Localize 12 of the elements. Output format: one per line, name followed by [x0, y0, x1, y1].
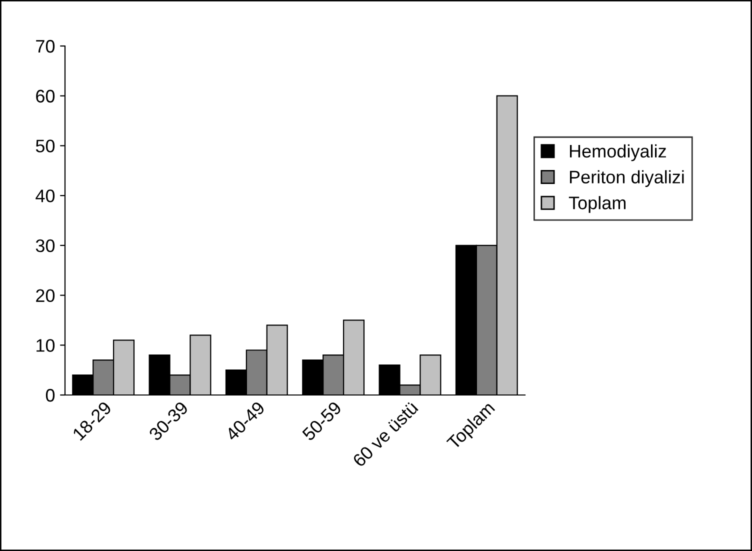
y-tick-label: 40 — [36, 190, 55, 202]
y-tick-label: 60 — [36, 90, 55, 103]
legend-label: Periton diyalizi — [570, 170, 684, 188]
y-tick-label: 50 — [36, 140, 55, 152]
x-tick-label: 60 ve üstü — [352, 401, 419, 468]
y-tick-label: 30 — [36, 239, 55, 252]
y-tick-label: 0 — [46, 388, 55, 402]
y-tick-label: 20 — [36, 289, 55, 302]
y-tick-label: 10 — [36, 339, 55, 352]
legend-label: Toplam — [568, 196, 626, 213]
legend-label: Hemodiyaliz — [570, 144, 666, 162]
y-tick-label: 70 — [36, 40, 55, 53]
